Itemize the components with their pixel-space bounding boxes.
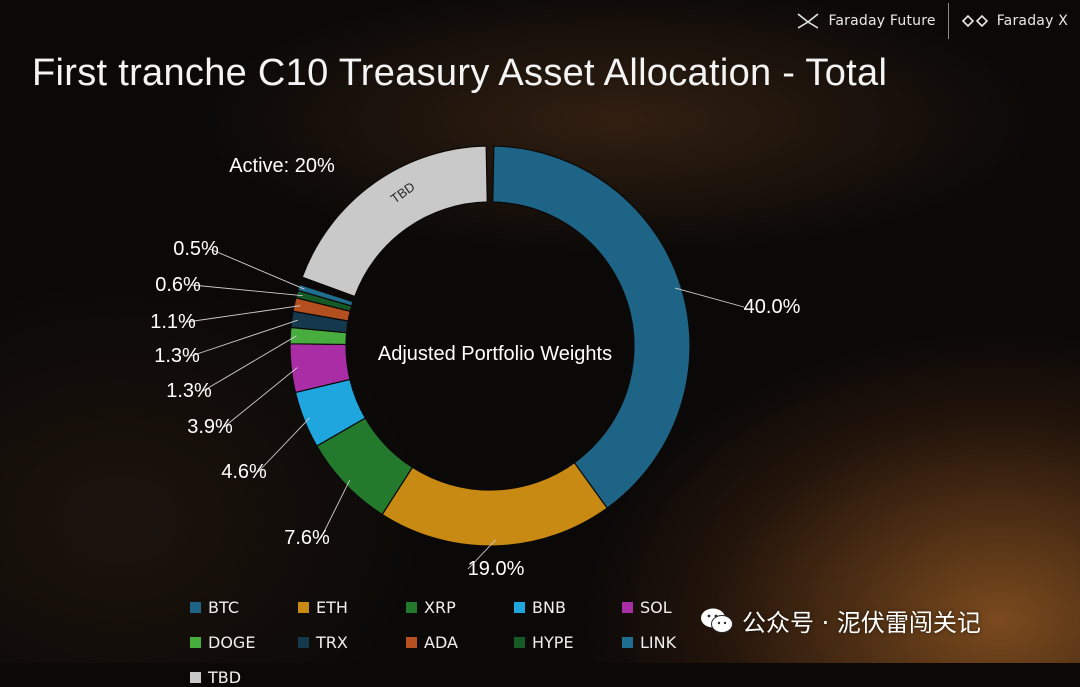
legend-item-link: LINK <box>622 633 730 652</box>
legend-label: BTC <box>208 598 239 617</box>
legend-swatch <box>622 602 633 613</box>
legend-item-doge: DOGE <box>190 633 298 652</box>
wechat-icon <box>701 608 733 633</box>
ff-logo-icon <box>797 13 819 29</box>
leader-line-trx <box>190 319 298 357</box>
legend-label: TBD <box>208 668 242 687</box>
legend-swatch <box>190 637 201 648</box>
brand-bar: Faraday Future Faraday X <box>784 0 1080 42</box>
leader-line-ada <box>186 305 301 323</box>
leader-line-bnb <box>257 417 311 473</box>
legend-swatch <box>622 637 633 648</box>
leader-line-btc <box>675 287 745 308</box>
legend-label: XRP <box>424 598 456 617</box>
data-label-xrp: 7.6% <box>284 527 330 549</box>
data-label-sol: 3.9% <box>187 416 233 438</box>
page-title: First tranche C10 Treasury Asset Allocat… <box>32 52 888 94</box>
leader-line-hype <box>191 284 303 297</box>
legend-item-eth: ETH <box>298 598 406 617</box>
chart-legend: BTC ETH XRP BNB SOL DOGE TRX ADA HYPE LINK TBD <box>190 598 750 687</box>
data-label-ada: 1.1% <box>150 311 196 333</box>
legend-label: TRX <box>316 633 348 652</box>
leader-line-eth <box>467 539 496 570</box>
brand-name: Faraday X <box>996 13 1068 29</box>
legend-item-ada: ADA <box>406 633 514 652</box>
brand-faraday-future: Faraday Future <box>784 12 947 30</box>
watermark-text: 公众号 · 泥伏雷闯关记 <box>742 609 981 637</box>
slice-eth <box>381 461 608 547</box>
legend-swatch <box>514 637 525 648</box>
leader-line-sol <box>223 367 298 428</box>
data-label-trx: 1.3% <box>154 345 200 367</box>
legend-item-xrp: XRP <box>406 598 514 617</box>
legend-item-bnb: BNB <box>514 598 622 617</box>
legend-item-tbd: TBD <box>190 668 298 687</box>
data-label-eth: 19.0% <box>468 558 525 580</box>
legend-label: ADA <box>424 633 458 652</box>
leader-line-doge <box>202 335 297 392</box>
data-label-bnb: 4.6% <box>221 461 267 483</box>
legend-label: BNB <box>532 598 566 617</box>
legend-swatch <box>298 602 309 613</box>
legend-swatch <box>406 637 417 648</box>
data-label-link: 0.5% <box>173 238 219 260</box>
brand-divider <box>947 3 949 39</box>
legend-label: ETH <box>316 598 348 617</box>
leader-line-xrp <box>320 479 351 539</box>
slice-btc <box>492 145 691 509</box>
leader-line-link <box>209 248 305 290</box>
legend-swatch <box>514 602 525 613</box>
legend-swatch <box>190 602 201 613</box>
watermark: 公众号 · 泥伏雷闯关记 <box>700 603 981 638</box>
legend-item-sol: SOL <box>622 598 730 617</box>
data-label-btc: 40.0% <box>744 296 801 318</box>
brand-name: Faraday Future <box>828 13 936 29</box>
legend-swatch <box>190 672 201 683</box>
slice-tbd <box>301 145 488 298</box>
center-label: Adjusted Portfolio Weights <box>378 343 612 365</box>
data-label-tbd: Active: 20% <box>229 155 335 177</box>
legend-item-hype: HYPE <box>514 633 622 652</box>
slice-link <box>297 283 354 307</box>
legend-swatch <box>298 637 309 648</box>
legend-item-trx: TRX <box>298 633 406 652</box>
legend-label: SOL <box>640 598 672 617</box>
ffx-logo-icon <box>961 14 988 28</box>
legend-label: LINK <box>640 633 677 652</box>
legend-label: DOGE <box>208 633 256 652</box>
donut-chart: 40.0% 19.0% 7.6% 4.6% 3.9% 1.3% 1.3% 1.1% 0.6% 0.… <box>150 145 801 580</box>
data-label-doge: 1.3% <box>166 380 212 402</box>
legend-swatch <box>406 602 417 613</box>
legend-label: HYPE <box>532 633 574 652</box>
legend-item-btc: BTC <box>190 598 298 617</box>
data-label-hype: 0.6% <box>155 274 201 296</box>
brand-faraday-x: Faraday X <box>949 13 1080 29</box>
